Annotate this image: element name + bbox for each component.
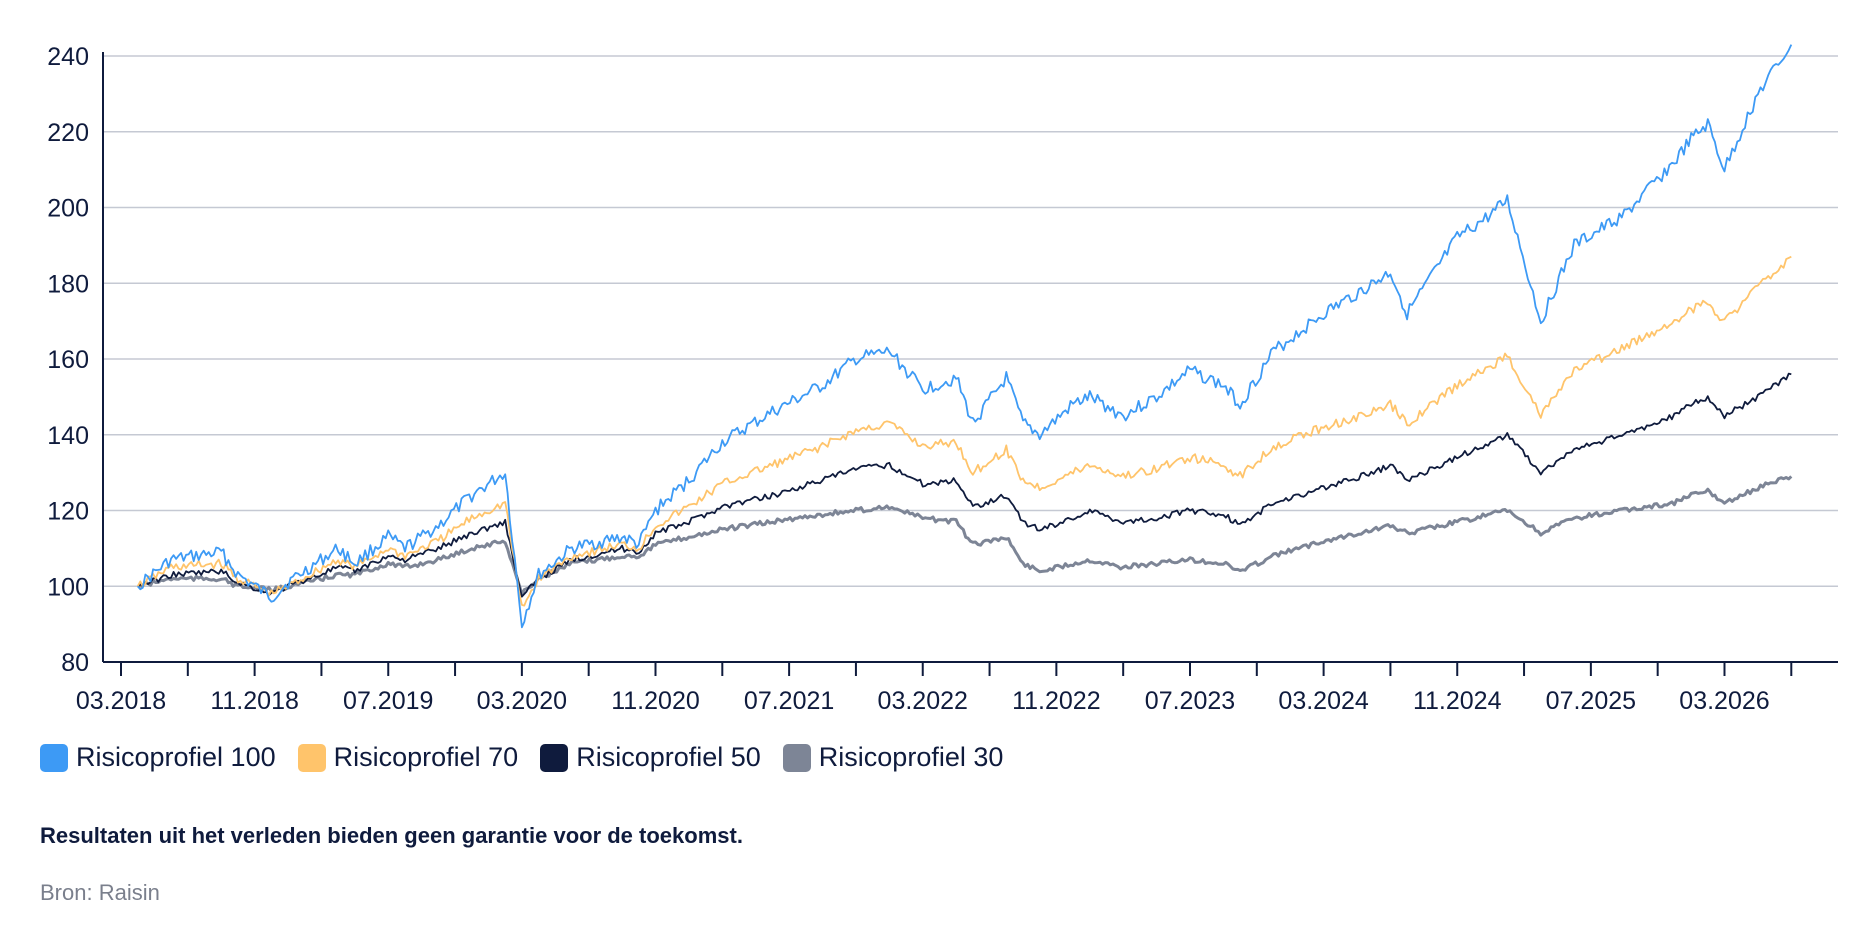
line-chart: 80 100 120 140 160 180 200 220 240 03.2018 11.201…: [47, 43, 1838, 715]
x-tick-label: 03.2026: [1679, 687, 1769, 715]
legend-label: Risicoprofiel 50: [576, 742, 761, 772]
legend-swatch: [540, 743, 569, 772]
x-tick-label: 03.2018: [76, 687, 166, 715]
source-text: Bron: Raisin: [40, 880, 160, 905]
legend-swatch: [297, 743, 326, 772]
series-line-risicoprofiel-50: [137, 372, 1792, 598]
y-tick-label: 100: [47, 573, 89, 601]
grid-lines: [103, 55, 1838, 587]
y-tick-label: 180: [47, 270, 89, 298]
x-tick-label: 11.2020: [611, 687, 700, 715]
y-tick-label: 160: [47, 346, 89, 374]
y-axis-ticks: 80 100 120 140 160 180 200 220 240: [47, 43, 89, 677]
legend-item-risicoprofiel-70[interactable]: Risicoprofiel 70: [297, 742, 519, 773]
series-line-risicoprofiel-70: [136, 255, 1792, 607]
x-tick-label: 03.2020: [477, 687, 567, 715]
x-axis-ticks: 03.2018 11.2018 07.2019 03.2020 11.2020 07.20…: [76, 662, 1793, 715]
x-tick-label: 03.2024: [1278, 687, 1368, 715]
x-tick-label: 07.2021: [744, 687, 834, 715]
y-tick-label: 220: [47, 119, 89, 147]
series-line-risicoprofiel-100: [137, 44, 1793, 629]
x-tick-label: 07.2023: [1145, 687, 1235, 715]
x-tick-label: 03.2022: [878, 687, 968, 715]
x-tick-label: 07.2025: [1546, 687, 1636, 715]
legend-item-risicoprofiel-100[interactable]: Risicoprofiel 100: [40, 742, 276, 773]
legend-swatch: [40, 743, 68, 772]
series-lines: [136, 44, 1793, 629]
y-tick-label: 240: [47, 43, 89, 71]
x-tick-label: 07.2019: [343, 687, 433, 715]
y-tick-label: 120: [47, 498, 89, 526]
legend-swatch: [782, 743, 811, 772]
y-tick-label: 140: [47, 422, 89, 450]
x-tick-label: 11.2024: [1413, 687, 1502, 715]
legend: Risicoprofiel 100 Risicoprofiel 70 Risic…: [40, 742, 1003, 773]
y-tick-label: 200: [47, 195, 89, 223]
axes: [102, 52, 1838, 663]
y-tick-label: 80: [61, 649, 89, 677]
series-line-risicoprofiel-30: [137, 475, 1793, 597]
x-tick-label: 11.2022: [1012, 687, 1101, 715]
legend-label: Risicoprofiel 100: [76, 742, 276, 772]
disclaimer-text: Resultaten uit het verleden bieden geen …: [40, 823, 743, 848]
legend-item-risicoprofiel-50[interactable]: Risicoprofiel 50: [540, 742, 761, 773]
legend-label: Risicoprofiel 70: [333, 742, 519, 772]
legend-label: Risicoprofiel 30: [818, 742, 1004, 772]
x-tick-label: 11.2018: [210, 687, 299, 715]
legend-item-risicoprofiel-30[interactable]: Risicoprofiel 30: [782, 742, 1004, 773]
